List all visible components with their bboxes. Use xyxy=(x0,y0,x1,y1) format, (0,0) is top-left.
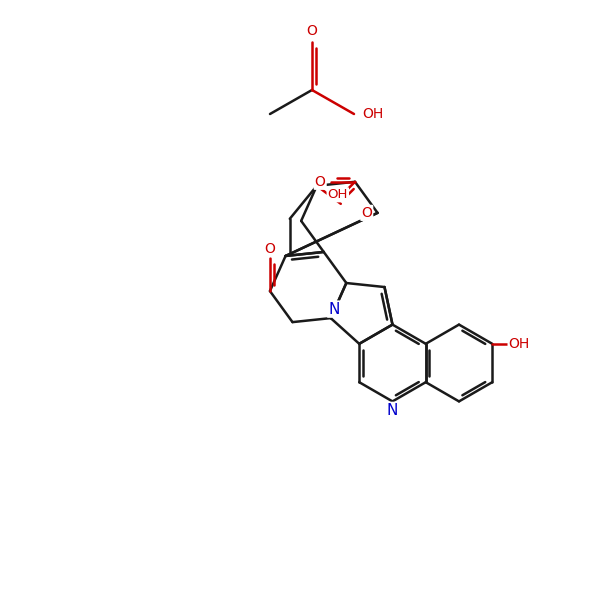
Text: OH: OH xyxy=(509,337,530,351)
Text: O: O xyxy=(315,175,326,189)
Text: O: O xyxy=(361,206,372,220)
Text: N: N xyxy=(387,403,398,418)
Text: OH: OH xyxy=(328,188,348,202)
Text: O: O xyxy=(307,24,317,38)
Text: N: N xyxy=(328,302,340,317)
Text: O: O xyxy=(265,242,275,256)
Text: OH: OH xyxy=(362,107,384,121)
